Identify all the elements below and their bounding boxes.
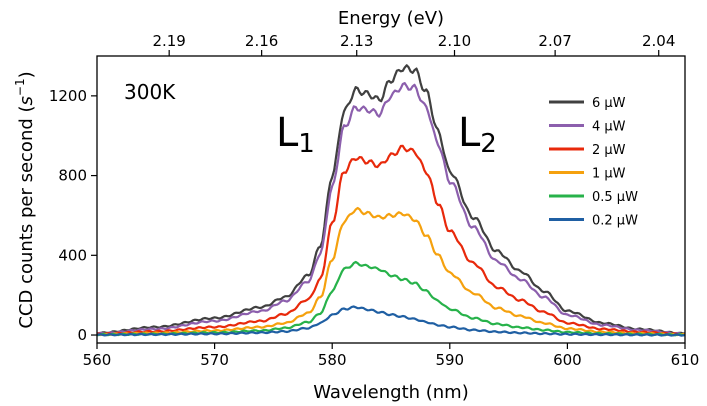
peak-label-l1: L1 [276,110,315,159]
series-line [96,82,686,336]
series-line [96,144,686,336]
top-tick-label: 2.16 [245,32,278,50]
legend: 6 µW 4 µW 2 µW 1 µW 0.5 µW 0.2 µW [549,96,638,229]
y-tick-label: 800 [58,167,87,185]
series-line [96,64,686,335]
x-tick-label: 580 [318,351,347,369]
peak-label-l2-main: L [458,110,481,156]
top-tick-label: 2.07 [538,32,571,50]
peak-label-l2-sub: 2 [480,129,497,159]
top-tick-label: 2.19 [152,32,185,50]
y-axis-title-exp: −1 [13,78,27,96]
top-tick-label: 2.10 [438,32,471,50]
series-line [96,260,686,337]
legend-label: 4 µW [592,120,626,135]
ticks-layer: 560 570 580 590 600 610 0 400 800 1200 2.19 2.16 2.1… [49,32,700,369]
x-tick-label: 570 [200,351,229,369]
legend-label: 0.2 µW [592,214,638,229]
x-axis-title: Wavelength (nm) [313,382,469,403]
series-layer [96,64,686,337]
x-tick-label: 600 [553,351,582,369]
plot-frame [96,55,686,344]
top-axis-title: Energy (eV) [338,8,444,29]
top-tick-label: 2.13 [340,32,373,50]
x-tick-label: 560 [83,351,112,369]
y-axis-title-unit: s [16,96,37,105]
series-line [96,206,686,337]
y-axis-title-close: ) [16,71,37,78]
legend-label: 1 µW [592,167,626,182]
x-tick-label: 610 [671,351,700,369]
temperature-annotation: 300K [124,80,176,104]
peak-label-l2: L2 [458,110,497,159]
x-tick-label: 590 [435,351,464,369]
peak-label-l1-sub: 1 [298,129,315,159]
y-axis-title-main: CCD counts per second ( [16,105,37,328]
legend-label: 0.5 µW [592,190,638,205]
y-tick-label: 1200 [49,87,87,105]
y-axis-title: CCD counts per second (s−1) [13,71,37,328]
y-tick-label: 400 [58,246,87,264]
legend-label: 6 µW [592,96,626,111]
series-line [96,305,686,337]
y-tick-label: 0 [77,326,87,344]
peak-label-l1-main: L [276,110,299,156]
legend-label: 2 µW [592,143,626,158]
top-tick-label: 2.04 [642,32,675,50]
